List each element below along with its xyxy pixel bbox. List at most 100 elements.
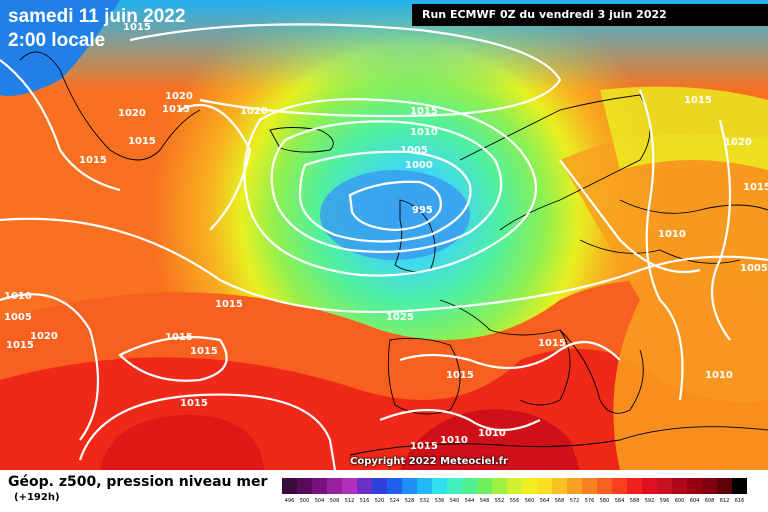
isobar-label: 1015	[6, 340, 34, 351]
isobar-label: 1015	[165, 332, 193, 343]
legend-swatch: 596	[657, 478, 672, 504]
hot-core-africa	[400, 409, 580, 470]
legend-swatch: 508	[327, 478, 342, 504]
isobar-label: 1015	[538, 338, 566, 349]
legend-value: 520	[374, 498, 385, 504]
legend-value: 612	[719, 498, 730, 504]
legend-value: 540	[449, 498, 460, 504]
isobar-label: 1015	[684, 95, 712, 106]
legend-swatch: 496	[282, 478, 297, 504]
legend-value: 588	[629, 498, 640, 504]
isobar-label: 1025	[386, 312, 414, 323]
legend-value: 596	[659, 498, 670, 504]
map-footer: Géop. z500, pression niveau mer (+192h) …	[0, 470, 768, 512]
legend-swatch: 504	[312, 478, 327, 504]
legend-swatch: 616	[732, 478, 747, 504]
legend-swatch: 512	[342, 478, 357, 504]
isobar-label: 1010	[658, 229, 686, 240]
legend-value: 552	[494, 498, 505, 504]
legend-value: 548	[479, 498, 490, 504]
isobar-label: 1015	[190, 346, 218, 357]
legend-value: 508	[329, 498, 340, 504]
date-title: samedi 11 juin 2022	[8, 6, 186, 27]
legend-value: 604	[689, 498, 700, 504]
legend-swatch: 540	[447, 478, 462, 504]
legend-swatch: 576	[582, 478, 597, 504]
legend-value: 516	[359, 498, 370, 504]
isobars	[0, 23, 768, 470]
isobar-label: 1015	[446, 370, 474, 381]
cold-region-nw	[0, 0, 120, 96]
legend-swatch: 500	[297, 478, 312, 504]
isobar-label: 1015	[123, 22, 151, 33]
isobar-label: 1010	[705, 370, 733, 381]
legend-value: 500	[299, 498, 310, 504]
local-time: 2:00 locale	[8, 30, 106, 51]
legend-value: 544	[464, 498, 475, 504]
legend-swatch: 544	[462, 478, 477, 504]
legend-value: 576	[584, 498, 595, 504]
isobar-label: 1020	[118, 108, 146, 119]
isobar-label: 1005	[4, 312, 32, 323]
hot-core-atlantic	[100, 414, 265, 470]
isobar-label: 1015	[743, 182, 768, 193]
legend-swatch: 580	[597, 478, 612, 504]
legend-value: 512	[344, 498, 355, 504]
legend-value: 504	[314, 498, 325, 504]
legend-swatch: 516	[357, 478, 372, 504]
legend-value: 564	[539, 498, 550, 504]
legend-value: 592	[644, 498, 655, 504]
warm-region-east	[560, 133, 768, 470]
isobar-label: 995	[412, 205, 433, 216]
legend-value: 536	[434, 498, 445, 504]
isobar-label: 1015	[410, 441, 438, 452]
legend-value: 572	[569, 498, 580, 504]
isobar-label: 1010	[478, 428, 506, 439]
run-info-banner: Run ECMWF 0Z du vendredi 3 juin 2022	[412, 4, 768, 26]
isobar-label: 1020	[724, 137, 752, 148]
isobar-label: 1015	[410, 106, 438, 117]
isobar-label: 1005	[740, 263, 768, 274]
lead-time: (+192h)	[14, 492, 60, 503]
legend-value: 560	[524, 498, 535, 504]
legend-value: 568	[554, 498, 565, 504]
legend-value: 584	[614, 498, 625, 504]
legend-swatch: 568	[552, 478, 567, 504]
legend-value: 580	[599, 498, 610, 504]
isobar-label: 1010	[440, 435, 468, 446]
isobar-label: 1005	[400, 145, 428, 156]
map-title: Géop. z500, pression niveau mer	[8, 474, 268, 490]
legend-swatch: 560	[522, 478, 537, 504]
isobar-label: 1015	[215, 299, 243, 310]
legend-swatch: 528	[402, 478, 417, 504]
legend-swatch: 524	[387, 478, 402, 504]
copyright-notice: Copyright 2022 Meteociel.fr	[350, 456, 508, 467]
legend-swatch: 604	[687, 478, 702, 504]
legend-value: 532	[419, 498, 430, 504]
legend-swatch: 600	[672, 478, 687, 504]
legend-value: 524	[389, 498, 400, 504]
coastlines	[19, 51, 768, 456]
isobar-label: 1000	[405, 160, 433, 171]
legend-swatch: 584	[612, 478, 627, 504]
legend-swatch: 608	[702, 478, 717, 504]
legend-swatch: 564	[537, 478, 552, 504]
isobar-label: 1020	[30, 331, 58, 342]
legend-value: 496	[284, 498, 295, 504]
legend-swatch: 552	[492, 478, 507, 504]
isobar-label: 1015	[162, 104, 190, 115]
legend-swatch: 572	[567, 478, 582, 504]
legend-swatch: 532	[417, 478, 432, 504]
isobar-label: 1015	[128, 136, 156, 147]
isobar-label: 1010	[410, 127, 438, 138]
legend-swatch: 592	[642, 478, 657, 504]
isobar-label: 1020	[240, 106, 268, 117]
legend-value: 528	[404, 498, 415, 504]
legend-value: 616	[734, 498, 745, 504]
color-scale-legend: 496 500 504 508 512 516 520 524 528 532 536 540 544 5…	[282, 478, 747, 504]
legend-value: 608	[704, 498, 715, 504]
legend-swatch: 536	[432, 478, 447, 504]
